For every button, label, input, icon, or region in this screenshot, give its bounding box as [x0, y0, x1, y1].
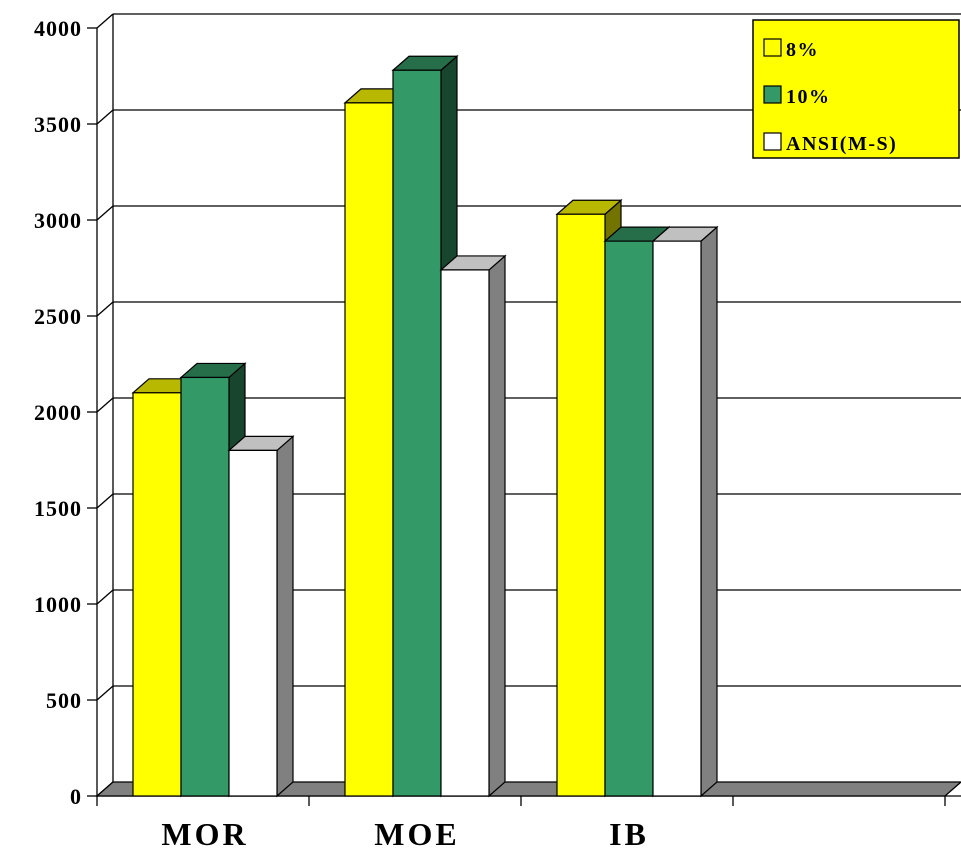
bar-side	[276, 435, 294, 798]
x-tick-labels: MOR MOE IB	[161, 816, 649, 852]
y-tick-label: 2500	[34, 304, 82, 329]
bar	[132, 392, 182, 797]
bar	[556, 213, 606, 797]
bar-side	[700, 225, 718, 798]
y-tick-label: 0	[70, 784, 82, 809]
bar	[440, 269, 490, 797]
y-tick-label: 500	[46, 688, 82, 713]
y-tick-label: 3500	[34, 112, 82, 137]
bars	[131, 54, 719, 798]
x-tick-label: MOR	[161, 816, 248, 852]
legend-swatch	[763, 38, 782, 57]
gridline-side	[96, 397, 114, 413]
bar	[652, 240, 702, 797]
bar	[228, 449, 278, 797]
gridline-side	[96, 685, 114, 701]
gridline-side	[96, 205, 114, 221]
legend-label: ANSI(M-S)	[786, 133, 897, 155]
legend: 8% 10% ANSI(M-S)	[752, 19, 960, 159]
x-tick-label: IB	[609, 816, 649, 852]
legend-swatch	[763, 85, 782, 104]
y-tick-label: 2000	[34, 400, 82, 425]
legend-swatch	[763, 132, 782, 151]
y-tick-label: 1000	[34, 592, 82, 617]
y-tick-label: 4000	[34, 16, 82, 41]
bar-side	[488, 254, 506, 798]
y-tick-labels: 0 500 1000 1500 2000 2500 3000 3500 4000	[34, 16, 82, 809]
gridline-side	[96, 301, 114, 317]
bar	[180, 376, 230, 797]
gridline-side	[96, 109, 114, 125]
legend-label: 10%	[786, 86, 831, 108]
gridline-side	[96, 13, 114, 29]
legend-box	[752, 19, 960, 159]
y-tick-label: 3000	[34, 208, 82, 233]
bar	[604, 240, 654, 797]
legend-label: 8%	[786, 39, 819, 61]
gridline-side	[96, 493, 114, 509]
y-tick-label: 1500	[34, 496, 82, 521]
gridline-side	[96, 589, 114, 605]
bar	[344, 102, 394, 797]
bar	[392, 69, 442, 797]
x-tick-label: MOE	[374, 816, 459, 852]
